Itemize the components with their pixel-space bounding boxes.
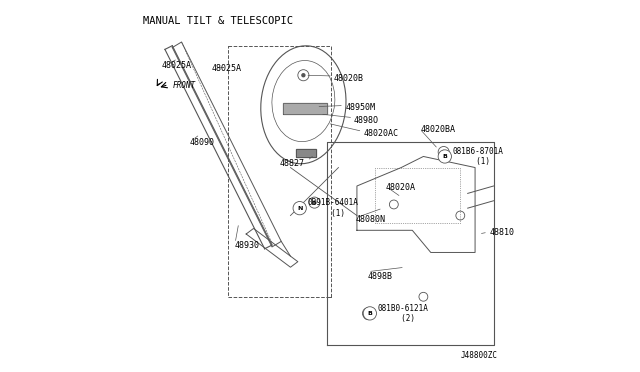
Circle shape [438, 150, 451, 163]
Text: 48930: 48930 [234, 241, 259, 250]
Circle shape [302, 74, 305, 77]
Text: 48020AC: 48020AC [364, 129, 399, 138]
Text: J48800ZC: J48800ZC [460, 350, 497, 359]
Text: 48080N: 48080N [355, 215, 385, 224]
Text: 48090: 48090 [190, 138, 215, 147]
Text: 48810: 48810 [489, 228, 514, 237]
Text: 0B91B-6401A
     (1): 0B91B-6401A (1) [308, 198, 358, 218]
Text: B: B [367, 311, 372, 316]
Text: 48025A: 48025A [211, 64, 241, 73]
Text: 4898O: 4898O [354, 116, 379, 125]
Polygon shape [283, 103, 328, 114]
Text: 48020BA: 48020BA [420, 125, 456, 134]
Circle shape [293, 202, 307, 215]
Text: 48020B: 48020B [334, 74, 364, 83]
Polygon shape [296, 149, 316, 157]
Text: 081B0-6121A
     (2): 081B0-6121A (2) [378, 304, 429, 323]
Text: 48950M: 48950M [345, 103, 375, 112]
Text: N: N [297, 206, 302, 211]
Text: 48025A: 48025A [162, 61, 192, 70]
Text: 48020A: 48020A [386, 183, 416, 192]
Text: 081B6-8701A
     (1): 081B6-8701A (1) [453, 147, 504, 166]
Circle shape [313, 201, 316, 204]
Text: FRONT: FRONT [172, 81, 195, 90]
Circle shape [442, 151, 445, 154]
Circle shape [363, 307, 376, 320]
Text: B: B [442, 154, 447, 159]
Text: MANUAL TILT & TELESCOPIC: MANUAL TILT & TELESCOPIC [143, 16, 292, 26]
Text: 48827: 48827 [280, 159, 305, 169]
Circle shape [367, 312, 369, 315]
Text: 4898B: 4898B [368, 272, 393, 281]
